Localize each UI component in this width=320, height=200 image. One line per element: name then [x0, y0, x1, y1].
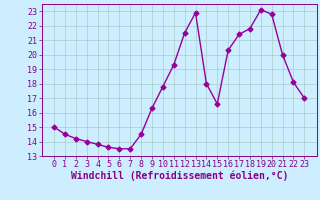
- X-axis label: Windchill (Refroidissement éolien,°C): Windchill (Refroidissement éolien,°C): [70, 171, 288, 181]
